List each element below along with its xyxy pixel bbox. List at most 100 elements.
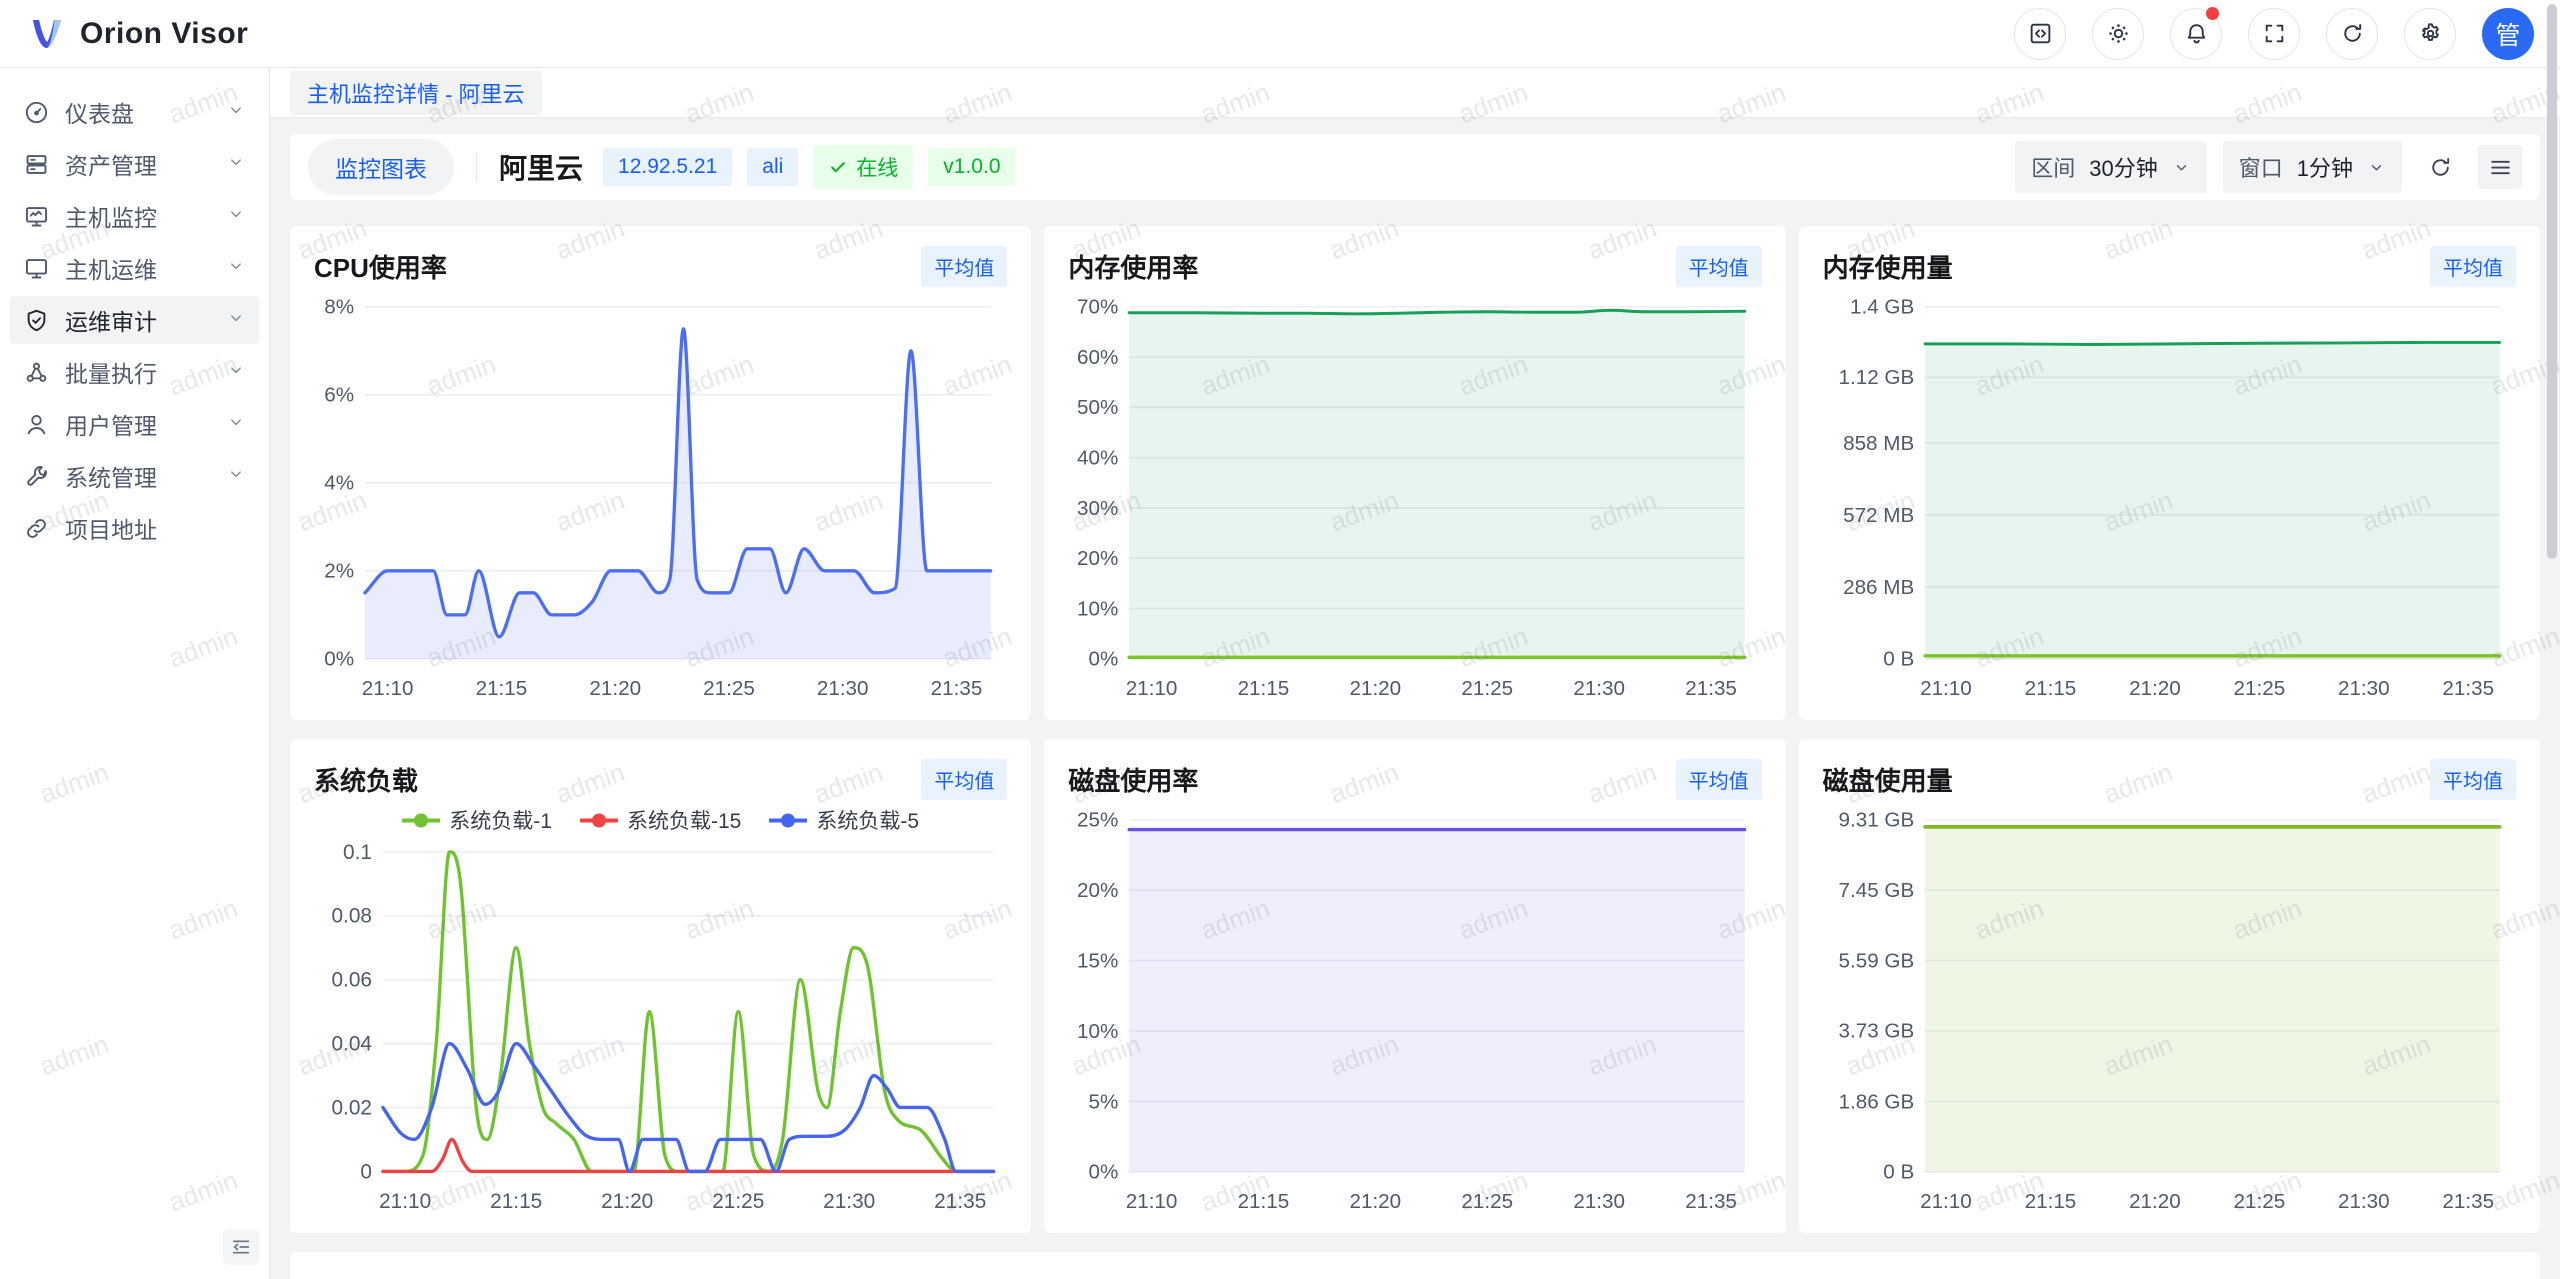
chevron-down-icon	[226, 307, 246, 334]
svg-text:21:35: 21:35	[1686, 1190, 1738, 1213]
host-tag-text: ali	[762, 155, 783, 179]
chart-plot-3: 0 B286 MB572 MB858 MB1.12 GB1.4 GB21:102…	[1823, 291, 2516, 708]
legend-item[interactable]: 系统负载-15	[580, 805, 741, 835]
svg-text:0.1: 0.1	[343, 841, 372, 864]
average-badge[interactable]: 平均值	[2430, 759, 2516, 800]
svg-text:21:10: 21:10	[1126, 677, 1178, 700]
code-button[interactable]	[2014, 8, 2066, 60]
chart-plot-6: 0 B1.86 GB3.73 GB5.59 GB7.45 GB9.31 GB21…	[1823, 804, 2516, 1221]
content-area: 监控图表 阿里云 12.92.5.21ali在线v1.0.0 区间 30分钟 窗…	[270, 118, 2560, 1279]
chart-title: 内存使用量	[1823, 248, 1953, 285]
sidebar-item-8[interactable]: 系统管理	[10, 452, 259, 500]
next-section-card	[290, 1252, 2540, 1279]
svg-text:21:15: 21:15	[490, 1190, 542, 1213]
sidebar-item-6[interactable]: 批量执行	[10, 348, 259, 396]
refresh-charts-button[interactable]	[2418, 145, 2462, 189]
legend-label: 系统负载-5	[816, 805, 919, 835]
range-select[interactable]: 区间 30分钟	[2015, 141, 2207, 193]
svg-text:3.73 GB: 3.73 GB	[1838, 1020, 1914, 1043]
legend-marker-icon	[402, 813, 440, 828]
average-badge[interactable]: 平均值	[2430, 246, 2516, 287]
vertical-scrollbar[interactable]	[2547, 4, 2557, 559]
svg-text:21:30: 21:30	[2338, 1190, 2390, 1213]
svg-text:21:25: 21:25	[2233, 677, 2285, 700]
svg-text:21:30: 21:30	[1574, 1190, 1626, 1213]
sidebar-item-label: 运维审计	[65, 303, 157, 337]
svg-text:858 MB: 858 MB	[1843, 432, 1914, 455]
range-select-value: 30分钟	[2089, 151, 2157, 183]
svg-text:0%: 0%	[324, 648, 354, 671]
top-header: Orion Visor 管	[0, 0, 2560, 68]
svg-text:7.45 GB: 7.45 GB	[1838, 879, 1914, 902]
chart-title: 内存使用率	[1068, 248, 1198, 285]
svg-text:572 MB: 572 MB	[1843, 504, 1914, 527]
host-name: 阿里云	[499, 147, 583, 187]
host-tag-text: 12.92.5.21	[618, 155, 717, 179]
toolbar-right: 区间 30分钟 窗口 1分钟	[2015, 141, 2522, 193]
sidebar-item-label: 仪表盘	[65, 95, 134, 129]
sidebar-item-9[interactable]: 项目地址	[10, 504, 259, 552]
svg-text:1.12 GB: 1.12 GB	[1838, 366, 1914, 389]
chart-title: 磁盘使用率	[1068, 761, 1198, 798]
svg-text:21:15: 21:15	[2024, 1190, 2076, 1213]
legend-marker-icon	[769, 813, 807, 828]
collapse-sidebar-button[interactable]	[223, 1229, 259, 1265]
average-badge[interactable]: 平均值	[921, 759, 1007, 800]
host-tags: 12.92.5.21ali在线v1.0.0	[603, 145, 1031, 189]
settings-button[interactable]	[2404, 8, 2456, 60]
svg-text:21:20: 21:20	[1350, 677, 1402, 700]
svg-text:21:15: 21:15	[1238, 677, 1290, 700]
refresh-button[interactable]	[2326, 8, 2378, 60]
average-badge[interactable]: 平均值	[921, 246, 1007, 287]
sidebar-item-7[interactable]: 用户管理	[10, 400, 259, 448]
svg-text:25%: 25%	[1077, 809, 1118, 832]
chevron-down-icon	[226, 255, 246, 282]
bell-icon	[2184, 21, 2209, 46]
average-badge[interactable]: 平均值	[1676, 759, 1762, 800]
svg-text:70%: 70%	[1077, 296, 1118, 319]
svg-text:21:25: 21:25	[2233, 1190, 2285, 1213]
svg-text:21:35: 21:35	[2442, 677, 2494, 700]
average-badge[interactable]: 平均值	[1676, 246, 1762, 287]
sidebar-item-2[interactable]: 资产管理	[10, 140, 259, 188]
svg-text:2%: 2%	[324, 560, 354, 583]
chart-card-4: 系统负载平均值系统负载-1系统负载-15系统负载-500.020.040.060…	[290, 739, 1031, 1233]
svg-text:5.59 GB: 5.59 GB	[1838, 949, 1914, 972]
check-icon	[828, 157, 848, 177]
chart-card-1: CPU使用率平均值0%2%4%6%8%21:1021:1521:2021:252…	[290, 226, 1031, 720]
sidebar-item-5[interactable]: 运维审计	[10, 296, 259, 344]
notifications-button[interactable]	[2170, 8, 2222, 60]
chart-settings-button[interactable]	[2478, 145, 2522, 189]
user-avatar[interactable]: 管	[2482, 8, 2534, 60]
sidebar-item-label: 主机监控	[65, 199, 157, 233]
sidebar-item-3[interactable]: 主机监控	[10, 192, 259, 240]
svg-text:21:10: 21:10	[1126, 1190, 1178, 1213]
sidebar-item-label: 批量执行	[65, 355, 157, 389]
app-window: Orion Visor 管 仪表盘资产管理主机监控主机运维运维审计批量执行用户管…	[0, 0, 2560, 1279]
notification-dot	[2206, 7, 2219, 20]
svg-text:21:25: 21:25	[1462, 677, 1514, 700]
svg-text:21:10: 21:10	[1920, 1190, 1972, 1213]
chart-plot-4: 00.020.040.060.080.121:1021:1521:2021:25…	[314, 836, 1007, 1221]
range-select-label: 区间	[2031, 151, 2075, 183]
host-tag: 在线	[813, 145, 913, 189]
svg-text:8%: 8%	[324, 296, 354, 319]
window-select[interactable]: 窗口 1分钟	[2223, 141, 2402, 193]
chevron-down-icon	[2172, 158, 2191, 177]
sidebar: 仪表盘资产管理主机监控主机运维运维审计批量执行用户管理系统管理项目地址	[0, 68, 270, 1279]
legend-item[interactable]: 系统负载-1	[402, 805, 552, 835]
sidebar-item-label: 系统管理	[65, 459, 157, 493]
sidebar-item-label: 项目地址	[65, 511, 157, 545]
tab-monitor-charts[interactable]: 监控图表	[308, 139, 454, 195]
fullscreen-button[interactable]	[2248, 8, 2300, 60]
app-logo[interactable]: Orion Visor	[26, 13, 248, 55]
user-icon	[23, 411, 50, 438]
sidebar-item-1[interactable]: 仪表盘	[10, 88, 259, 136]
sidebar-item-4[interactable]: 主机运维	[10, 244, 259, 292]
legend-item[interactable]: 系统负载-5	[769, 805, 919, 835]
theme-button[interactable]	[2092, 8, 2144, 60]
breadcrumb-item[interactable]: 主机监控详情 - 阿里云	[290, 71, 542, 115]
svg-text:1.4 GB: 1.4 GB	[1850, 296, 1914, 319]
chart-title: 磁盘使用量	[1823, 761, 1953, 798]
breadcrumb: 主机监控详情 - 阿里云	[270, 68, 2560, 118]
